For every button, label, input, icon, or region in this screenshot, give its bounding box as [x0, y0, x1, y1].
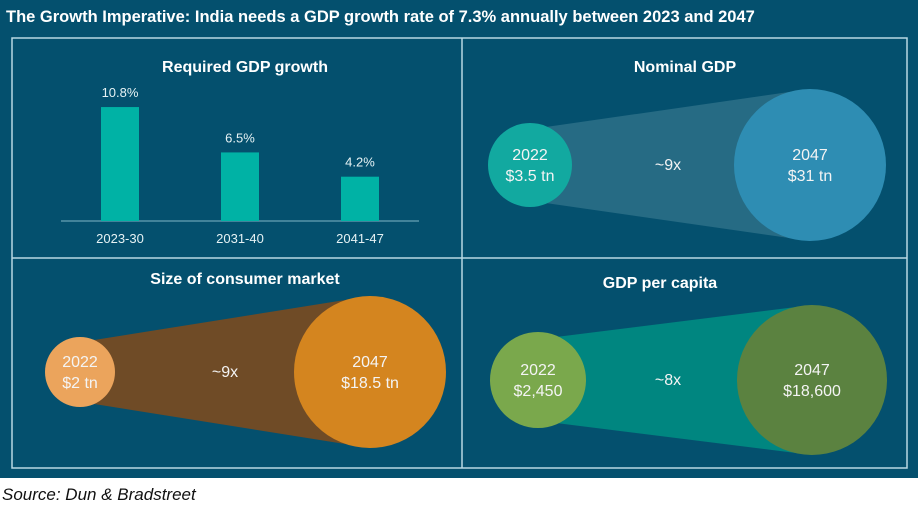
- x-tick-label: 2031-40: [216, 231, 264, 246]
- start-year: 2022: [62, 354, 98, 371]
- bar-2031-40: [221, 152, 259, 221]
- multiplier-label: ~8x: [655, 372, 681, 389]
- start-value: $2,450: [514, 383, 563, 400]
- end-bubble: [294, 296, 446, 448]
- bar-2023-30: [101, 107, 139, 221]
- data-label: 4.2%: [345, 155, 375, 170]
- x-tick-label: 2041-47: [336, 231, 384, 246]
- growth-cone: [538, 305, 812, 455]
- start-bubble: [45, 337, 115, 407]
- start-year: 2022: [520, 362, 556, 379]
- end-value: $18.5 tn: [341, 375, 399, 392]
- panel-title: Size of consumer market: [150, 271, 340, 288]
- start-value: $3.5 tn: [506, 168, 555, 185]
- end-year: 2047: [794, 362, 830, 379]
- growth-cone: [530, 89, 810, 241]
- multiplier-label: ~9x: [212, 364, 238, 381]
- data-label: 6.5%: [225, 130, 255, 145]
- infographic-panels: Required GDP growth 10.8% 2023-30 6.5% 2031…: [11, 37, 908, 469]
- x-tick-label: 2023-30: [96, 231, 144, 246]
- end-year: 2047: [352, 354, 388, 371]
- end-bubble: [734, 89, 886, 241]
- data-label: 10.8%: [102, 85, 139, 100]
- multiplier-label: ~9x: [655, 157, 681, 174]
- panel-frame: [11, 37, 908, 469]
- panel-title: Nominal GDP: [634, 59, 737, 76]
- nominal-gdp-panel: Nominal GDP 2022 $3.5 tn 2047 $31 tn ~9x: [488, 59, 886, 241]
- required-gdp-growth-chart: Required GDP growth 10.8% 2023-30 6.5% 2031…: [61, 59, 419, 246]
- end-year: 2047: [792, 147, 828, 164]
- end-value: $18,600: [783, 383, 841, 400]
- panel-title: GDP per capita: [603, 275, 718, 292]
- start-bubble: [488, 123, 572, 207]
- end-value: $31 tn: [788, 168, 832, 185]
- growth-cone: [80, 296, 370, 448]
- end-bubble: [737, 305, 887, 455]
- start-value: $2 tn: [62, 375, 98, 392]
- consumer-market-panel: Size of consumer market 2022 $2 tn 2047 $18.…: [45, 271, 446, 448]
- source-note: Source: Dun & Bradstreet: [2, 485, 196, 504]
- infographic-title: The Growth Imperative: India needs a GDP…: [6, 8, 755, 26]
- gdp-per-capita-panel: GDP per capita 2022 $2,450 2047 $18,600 ~8x: [490, 275, 887, 455]
- start-bubble: [490, 332, 586, 428]
- bar-2041-47: [341, 176, 379, 221]
- chart-title: Required GDP growth: [162, 59, 328, 76]
- start-year: 2022: [512, 147, 548, 164]
